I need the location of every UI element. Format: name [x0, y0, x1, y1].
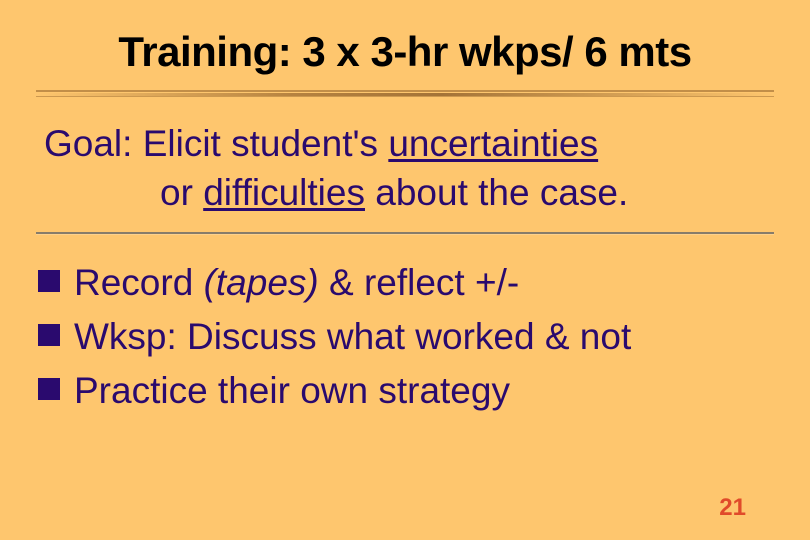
goal-suffix: about the case.	[365, 172, 628, 213]
bullet-list: Record (tapes) & reflect +/- Wksp: Discu…	[36, 256, 774, 418]
list-item: Wksp: Discuss what worked & not	[38, 310, 774, 364]
slide-title: Training: 3 x 3-hr wkps/ 6 mts	[36, 28, 774, 76]
bullet-post: & reflect +/-	[319, 262, 519, 303]
goal-mid: or	[160, 172, 203, 213]
goal-prefix: Goal: Elicit student's	[44, 123, 388, 164]
title-divider	[36, 84, 774, 102]
list-item: Practice their own strategy	[38, 364, 774, 418]
bullet-square-icon	[38, 378, 60, 400]
bullet-pre: Practice their own strategy	[74, 370, 510, 411]
bullet-text: Wksp: Discuss what worked & not	[74, 310, 631, 364]
bullet-italic: (tapes)	[204, 262, 319, 303]
slide: Training: 3 x 3-hr wkps/ 6 mts Goal: Eli…	[0, 0, 810, 540]
goal-underline-1: uncertainties	[388, 123, 598, 164]
list-item: Record (tapes) & reflect +/-	[38, 256, 774, 310]
bullet-pre: Record	[74, 262, 204, 303]
bullet-text: Record (tapes) & reflect +/-	[74, 256, 519, 310]
horizontal-rule	[36, 232, 774, 234]
bullet-square-icon	[38, 324, 60, 346]
page-number: 21	[719, 494, 746, 522]
bullet-text: Practice their own strategy	[74, 364, 510, 418]
bullet-square-icon	[38, 270, 60, 292]
goal-text: Goal: Elicit student's uncertainties or …	[36, 120, 774, 218]
goal-underline-2: difficulties	[203, 172, 365, 213]
bullet-pre: Wksp: Discuss what worked & not	[74, 316, 631, 357]
